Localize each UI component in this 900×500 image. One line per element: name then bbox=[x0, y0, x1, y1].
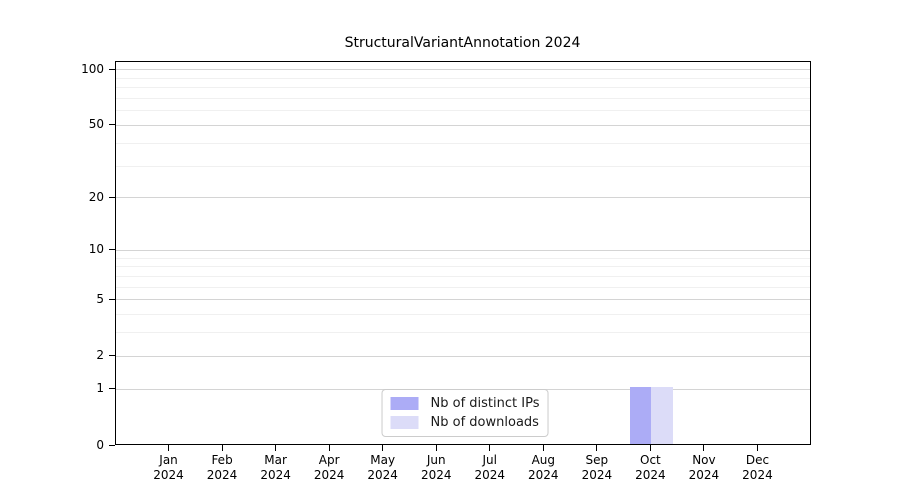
x-tick-label: Jun 2024 bbox=[420, 453, 452, 482]
y-tick-mark bbox=[109, 124, 115, 126]
gridline-major bbox=[116, 355, 810, 357]
x-tick-mark bbox=[221, 445, 223, 451]
x-tick-mark bbox=[382, 445, 384, 451]
y-tick-label: 2 bbox=[96, 348, 104, 363]
x-tick-mark bbox=[756, 445, 758, 451]
y-tick-label: 50 bbox=[88, 117, 104, 132]
x-tick-mark bbox=[703, 445, 705, 451]
y-tick-mark bbox=[109, 196, 115, 198]
x-tick-mark bbox=[542, 445, 544, 451]
plot-area: Nb of distinct IPs Nb of downloads bbox=[115, 61, 811, 445]
legend-swatch bbox=[390, 397, 419, 410]
y-tick-label: 10 bbox=[88, 242, 104, 257]
x-tick-mark bbox=[328, 445, 330, 451]
gridline-minor bbox=[116, 275, 810, 277]
y-tick-label: 20 bbox=[88, 189, 104, 204]
y-tick-mark bbox=[109, 388, 115, 390]
x-tick-mark bbox=[275, 445, 277, 451]
x-tick-label: May 2024 bbox=[367, 453, 398, 482]
y-tick-label: 1 bbox=[96, 381, 104, 396]
gridline-minor bbox=[116, 97, 810, 99]
x-tick-label: Aug 2024 bbox=[528, 453, 559, 482]
chart-title: StructuralVariantAnnotation 2024 bbox=[344, 35, 581, 51]
bar bbox=[651, 387, 674, 444]
x-tick-mark bbox=[596, 445, 598, 451]
gridline-major bbox=[116, 197, 810, 199]
y-tick-label: 5 bbox=[96, 291, 104, 306]
y-tick-mark bbox=[109, 68, 115, 70]
y-tick-mark bbox=[109, 355, 115, 357]
x-tick-mark bbox=[489, 445, 491, 451]
gridline-minor bbox=[116, 110, 810, 112]
y-tick-label: 0 bbox=[96, 438, 104, 452]
x-tick-label: Nov 2024 bbox=[688, 453, 720, 482]
x-tick-label: Jul 2024 bbox=[474, 453, 506, 482]
gridline-minor bbox=[116, 87, 810, 89]
x-tick-label: Feb 2024 bbox=[206, 453, 238, 482]
x-tick-mark bbox=[168, 445, 170, 451]
gridline-major bbox=[116, 249, 810, 251]
x-tick-label: Sep 2024 bbox=[581, 453, 613, 482]
gridline-minor bbox=[116, 165, 810, 167]
gridline-major bbox=[116, 124, 810, 126]
x-tick-label: Mar 2024 bbox=[260, 453, 291, 482]
gridline-minor bbox=[116, 286, 810, 288]
gridline-minor bbox=[116, 257, 810, 259]
y-tick-mark bbox=[109, 445, 115, 446]
y-tick-label: 100 bbox=[81, 61, 104, 76]
gridline-minor bbox=[116, 266, 810, 268]
legend-row: Nb of downloads bbox=[390, 415, 540, 430]
gridline-major bbox=[116, 299, 810, 301]
bar bbox=[629, 387, 652, 444]
y-tick-mark bbox=[109, 249, 115, 251]
y-tick-mark bbox=[109, 298, 115, 300]
legend: Nb of distinct IPs Nb of downloads bbox=[381, 389, 549, 437]
legend-row: Nb of distinct IPs bbox=[390, 396, 540, 411]
legend-label: Nb of downloads bbox=[430, 415, 539, 430]
gridline-minor bbox=[116, 142, 810, 144]
gridline-minor bbox=[116, 332, 810, 334]
x-tick-mark bbox=[435, 445, 437, 451]
x-tick-label: Apr 2024 bbox=[313, 453, 345, 482]
x-tick-label: Dec 2024 bbox=[742, 453, 773, 482]
x-tick-mark bbox=[649, 445, 651, 451]
legend-swatch bbox=[390, 416, 419, 429]
x-tick-label: Oct 2024 bbox=[635, 453, 666, 482]
x-tick-label: Jan 2024 bbox=[153, 453, 184, 482]
gridline-minor bbox=[116, 314, 810, 316]
gridline-minor bbox=[116, 77, 810, 79]
legend-label: Nb of distinct IPs bbox=[430, 396, 540, 411]
gridline-major bbox=[116, 69, 810, 71]
